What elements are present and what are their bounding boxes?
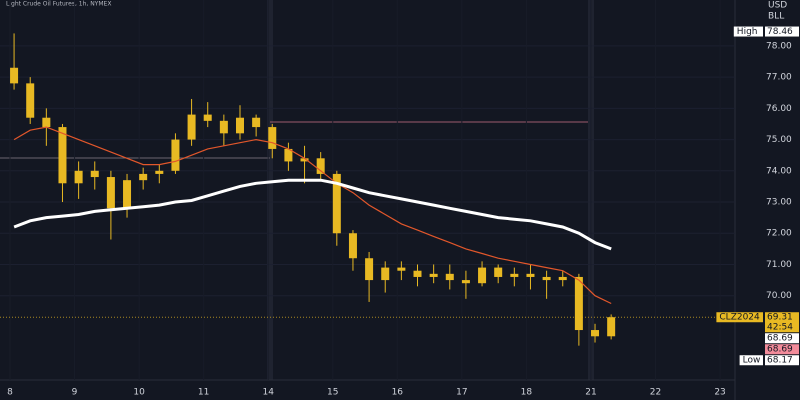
candle-body <box>445 273 454 281</box>
candle-body <box>171 139 180 171</box>
session-band <box>267 0 273 380</box>
x-tick-label: 10 <box>133 388 145 398</box>
moving-average <box>13 178 612 251</box>
x-tick-label: 9 <box>72 388 78 398</box>
y-tick-label: 73.00 <box>766 198 792 208</box>
candle-body <box>42 117 51 128</box>
unit: BLL <box>768 12 784 22</box>
candle-body <box>74 170 83 184</box>
price-tag-label-bg <box>733 26 763 37</box>
candle-body <box>316 158 325 174</box>
x-tick-label: 23 <box>714 388 725 398</box>
candle-body <box>90 170 99 178</box>
price-tag-label: Low <box>743 356 761 366</box>
candle-body <box>26 83 35 118</box>
price-tag-value: 68.69 <box>767 345 793 355</box>
y-tick-label: 74.00 <box>766 166 792 176</box>
price-tag <box>765 333 799 344</box>
candle-body <box>478 267 487 284</box>
candle-body <box>397 267 406 271</box>
price-tag-extra: 42:54 <box>767 323 793 333</box>
candle-body <box>187 114 196 140</box>
candle-body <box>461 280 470 284</box>
x-tick-label: 17 <box>456 388 467 398</box>
candle-body <box>58 127 67 184</box>
price-tag <box>765 355 799 366</box>
x-tick-label: 11 <box>198 388 209 398</box>
candle-body <box>268 127 277 149</box>
y-tick-label: 77.00 <box>766 73 792 83</box>
price-tag <box>765 26 799 37</box>
x-tick-label: 16 <box>392 388 404 398</box>
candle-body <box>413 270 422 277</box>
candle-body <box>591 330 600 337</box>
x-tick-label: 8 <box>7 388 13 398</box>
moving-average <box>13 126 612 305</box>
price-tag-value: 68.17 <box>767 356 793 366</box>
candle-body <box>284 148 293 162</box>
candle-body <box>607 317 616 337</box>
chart-title: Light Crude Oil Futures, 1h, NYMEX <box>6 1 111 8</box>
candle-body <box>510 273 519 277</box>
candle-body <box>235 117 244 134</box>
candle-body <box>494 267 503 277</box>
candle-body <box>123 180 132 209</box>
x-tick-label: 22 <box>650 388 661 398</box>
price-tag-label: High <box>737 27 758 37</box>
price-tag <box>765 312 799 333</box>
candle-body <box>381 267 390 281</box>
y-tick-label: 71.00 <box>766 260 792 270</box>
price-tag-value: 68.69 <box>767 334 793 344</box>
x-tick-label: 21 <box>585 388 596 398</box>
y-tick-label: 70.00 <box>766 291 792 301</box>
candle-body <box>10 67 19 84</box>
y-tick-label: 72.00 <box>766 229 792 239</box>
candle-body <box>219 120 228 134</box>
candle-body <box>252 117 261 128</box>
price-tag-value: 78.46 <box>767 27 793 37</box>
candle-body <box>300 158 309 162</box>
y-tick-label: 76.00 <box>766 104 792 114</box>
y-tick-label: 75.00 <box>766 135 792 145</box>
candle-body <box>155 170 164 174</box>
currency: USD <box>768 1 787 11</box>
price-tag-label: CLZ2024 <box>719 313 760 323</box>
candle-body <box>574 276 583 331</box>
candle-body <box>558 276 567 281</box>
x-tick-label: 14 <box>262 388 274 398</box>
candle-body <box>332 173 341 234</box>
price-tag-value: 69.31 <box>767 313 793 323</box>
x-tick-label: 18 <box>521 388 533 398</box>
candle-body <box>348 233 357 259</box>
y-tick-label: 78.00 <box>766 41 792 51</box>
candle-body <box>106 177 115 209</box>
price-tag <box>765 344 799 355</box>
candle-body <box>365 258 374 281</box>
price-tag-label-bg <box>739 355 763 366</box>
candle-body <box>542 276 551 281</box>
candle-body <box>429 273 438 277</box>
candle-body <box>139 173 148 181</box>
candle-body <box>203 114 212 121</box>
x-tick-label: 15 <box>327 388 338 398</box>
candle-body <box>526 273 535 277</box>
price-tag-label-bg <box>716 312 763 323</box>
